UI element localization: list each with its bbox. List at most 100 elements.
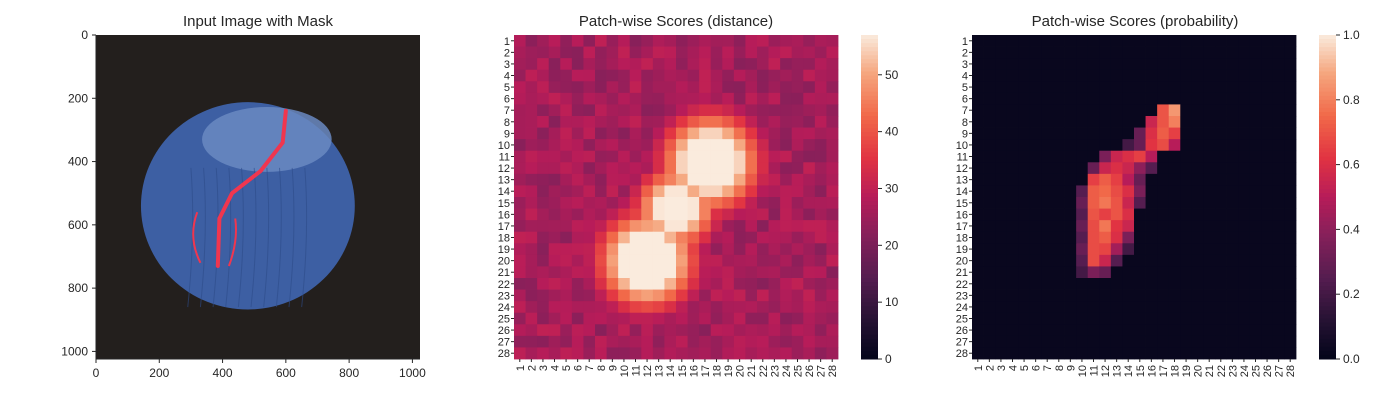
heatmap-cell xyxy=(606,312,619,325)
colorbar-segment xyxy=(861,39,878,44)
heatmap-cell xyxy=(757,289,769,302)
heatmap-cell xyxy=(641,173,654,186)
heatmap-cell xyxy=(722,139,735,152)
heatmap-cell xyxy=(1053,46,1065,59)
heatmap-cell xyxy=(1145,139,1158,152)
col-label: 28 xyxy=(1285,365,1297,377)
heatmap-cell xyxy=(560,312,573,325)
heatmap-cell xyxy=(972,58,984,71)
heatmap-cell xyxy=(595,162,607,175)
heatmap-cell xyxy=(1041,104,1054,117)
heatmap-cell xyxy=(652,301,665,314)
heatmap-cell xyxy=(514,185,526,198)
heatmap-cell xyxy=(1145,347,1158,360)
heatmap-cell xyxy=(1087,127,1100,140)
heatmap-cell xyxy=(1145,197,1158,209)
heatmap-cell xyxy=(768,208,781,221)
heatmap-cell xyxy=(745,266,758,279)
heatmap-cell xyxy=(791,324,804,337)
heatmap-cell xyxy=(1168,127,1181,140)
heatmap-cell xyxy=(995,104,1008,117)
heatmap-cell xyxy=(687,347,700,360)
heatmap-cell xyxy=(1157,46,1170,59)
heatmap-cell xyxy=(583,208,596,221)
heatmap-cell xyxy=(757,324,769,337)
heatmap-cell xyxy=(1284,324,1297,337)
x-tick-label: 400 xyxy=(213,366,233,380)
colorbar-segment xyxy=(1319,71,1336,76)
colorbar-segment xyxy=(1319,249,1336,255)
heatmap-cell xyxy=(1157,150,1170,163)
colorbar-segment xyxy=(861,188,878,194)
heatmap-cell xyxy=(1284,58,1297,71)
heatmap-cell xyxy=(1018,289,1031,302)
heatmap-cell xyxy=(641,81,654,94)
heatmap-cell xyxy=(1226,58,1239,71)
row-label: 27 xyxy=(956,337,968,349)
heatmap-cell xyxy=(1261,220,1274,233)
heatmap-cell xyxy=(1006,289,1019,302)
heatmap-cell xyxy=(1238,116,1251,128)
heatmap-cell xyxy=(983,69,996,82)
heatmap-cell xyxy=(606,92,619,105)
heatmap-cell xyxy=(983,324,996,337)
heatmap-cell xyxy=(1180,185,1193,198)
heatmap-cell xyxy=(537,231,550,244)
colorbar-segment xyxy=(861,294,878,299)
heatmap-cell xyxy=(595,335,607,348)
heatmap-cell xyxy=(537,35,550,47)
colorbar-tick-label: 10 xyxy=(885,295,899,309)
heatmap-cell xyxy=(618,278,631,290)
heatmap-cell xyxy=(571,173,584,186)
heatmap-cell xyxy=(1272,185,1285,198)
heatmap-cell xyxy=(1064,116,1077,128)
heatmap-cell xyxy=(826,185,839,198)
heatmap-cell xyxy=(1018,220,1031,233)
heatmap-cell xyxy=(548,324,561,337)
heatmap-cell xyxy=(1191,324,1204,337)
heatmap-cell xyxy=(525,104,538,117)
colorbar-segment xyxy=(1319,241,1336,247)
heatmap-cell xyxy=(583,278,596,290)
heatmap-cell xyxy=(1029,35,1042,47)
heatmap-cell xyxy=(1284,92,1297,105)
colorbar-segment xyxy=(861,213,878,218)
heatmap-cell xyxy=(1041,139,1054,152)
heatmap-cell xyxy=(1215,301,1227,314)
heatmap-cell xyxy=(1284,35,1297,47)
heatmap-cell xyxy=(1157,173,1170,186)
heatmap-cell xyxy=(1272,278,1285,290)
heatmap-cell xyxy=(983,208,996,221)
heatmap-cell xyxy=(1284,208,1297,221)
heatmap-cell xyxy=(571,220,584,233)
heatmap-cell xyxy=(1168,104,1181,117)
heatmap-cell xyxy=(803,139,816,152)
heatmap-cell xyxy=(733,335,746,348)
heatmap-cell xyxy=(1134,69,1146,82)
heatmap-cell xyxy=(1145,335,1158,348)
heatmap-cell xyxy=(652,278,665,290)
colorbar-segment xyxy=(1319,229,1336,234)
colorbar-segment xyxy=(861,168,878,174)
heatmap-cell xyxy=(1064,347,1077,360)
heatmap-cell xyxy=(768,312,781,325)
heatmap-cell xyxy=(733,266,746,279)
heatmap-cell xyxy=(1180,116,1193,128)
row-label: 5 xyxy=(504,82,510,94)
col-label: 22 xyxy=(1216,365,1228,377)
heatmap-cell xyxy=(548,208,561,221)
heatmap-cell xyxy=(1064,150,1077,163)
colorbar-segment xyxy=(1319,120,1336,125)
row-label: 13 xyxy=(956,175,968,187)
heatmap-cell xyxy=(652,92,665,105)
heatmap-cell xyxy=(983,254,996,267)
heatmap-cell xyxy=(803,69,816,82)
colorbar-segment xyxy=(861,47,878,52)
colorbar-segment xyxy=(1319,95,1336,101)
heatmap-cell xyxy=(1076,104,1089,117)
colorbar-segment xyxy=(1319,43,1336,48)
heatmap-cell xyxy=(814,278,827,290)
heatmap-cell xyxy=(1191,139,1204,152)
heatmap-cell xyxy=(571,162,584,175)
